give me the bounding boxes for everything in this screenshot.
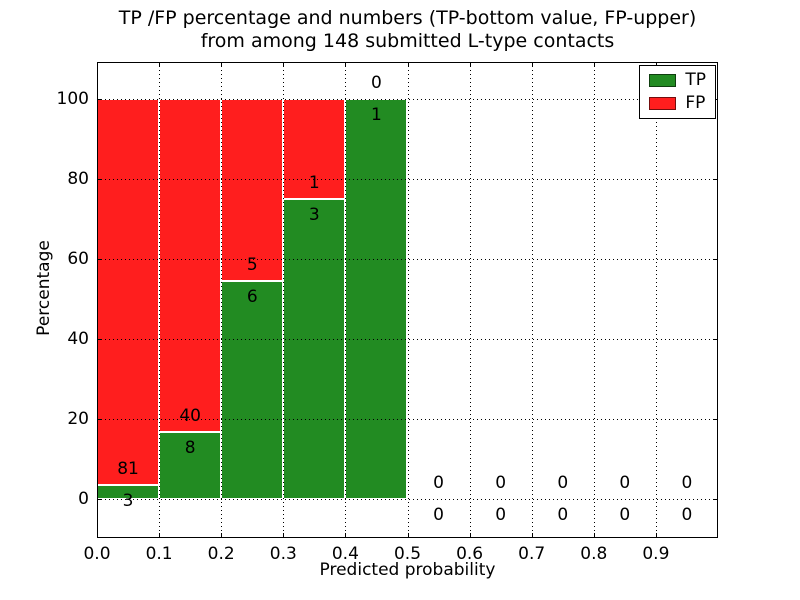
annotation-fp-count: 0 [619,473,631,493]
legend-item-fp: FP [649,95,706,112]
x-tick-label: 0.4 [331,544,359,564]
x-tick-label: 0.7 [518,544,546,564]
grid-line-vertical [531,62,533,538]
annotation-fp-count: 0 [495,473,507,493]
grid-line-vertical [593,62,595,538]
y-tick-mark [97,419,102,420]
y-tick-label: 100 [56,89,89,109]
bar-segment-tp [345,99,408,499]
annotation-tp-count: 3 [122,490,134,511]
x-tick-mark [407,533,409,538]
x-tick-mark-top [159,62,161,67]
legend-item-tp: TP [649,72,706,89]
bar-segment-fp [159,99,222,433]
grid-line-vertical [407,62,409,538]
x-tick-mark-top [469,62,471,67]
grid-line-vertical [159,62,161,538]
y-tick-label: 80 [67,169,89,189]
x-tick-mark [159,533,161,538]
chart-title-line2: from among 148 submitted L-type contacts [200,30,615,52]
legend: TP FP [639,65,716,119]
y-tick-label: 60 [67,249,89,269]
annotation-fp-count: 0 [371,73,382,93]
x-tick-mark [655,533,657,538]
x-tick-mark [283,533,285,538]
y-tick-mark [97,259,102,260]
annotation-tp-count: 0 [681,505,693,525]
y-tick-label: 40 [67,329,89,349]
x-tick-mark [97,533,98,538]
y-tick-mark-right [713,419,718,420]
x-tick-mark-top [97,62,98,67]
y-tick-label: 0 [78,489,89,509]
grid-line-vertical [283,62,285,538]
bar-segment-tp [283,199,346,499]
y-tick-mark [97,499,102,500]
legend-swatch-fp [649,97,677,110]
x-tick-mark [593,533,595,538]
grid-line-vertical [221,62,223,538]
x-tick-mark [345,533,347,538]
x-tick-mark-top [531,62,533,67]
x-tick-mark-top [655,62,657,67]
y-tick-label: 20 [67,409,89,429]
annotation-fp-count: 81 [117,458,139,479]
y-tick-mark [97,339,102,340]
legend-label-fp: FP [685,93,706,113]
x-axis-label: Predicted probability [319,560,496,580]
annotation-fp-count: 5 [246,254,258,275]
bar-segment-tp [221,280,284,499]
x-tick-mark [221,533,223,538]
x-tick-mark-top [283,62,285,67]
annotation-tp-count: 3 [308,205,320,225]
legend-label-tp: TP [685,70,706,90]
y-tick-mark-right [713,259,718,260]
x-tick-mark-top [407,62,409,67]
annotation-fp-count: 0 [433,473,444,493]
annotation-fp-count: 40 [179,406,201,427]
annotation-tp-count: 0 [557,505,569,525]
annotation-fp-count: 0 [681,473,693,493]
y-tick-mark [97,99,102,100]
annotation-fp-count: 0 [557,473,569,493]
x-tick-mark-top [221,62,223,67]
bar-segment-fp [221,99,284,281]
annotation-fp-count: 1 [308,173,320,193]
annotation-tp-count: 0 [495,505,507,525]
x-tick-label: 0.8 [580,544,608,564]
annotation-tp-count: 1 [371,105,382,125]
plot-area: TP FP 81 3 40 8 5 6 1 3 0 1 0 0 0 0 0 0 0 0 0 0 0.0 0.1 0.2 0.3 0… [57,62,718,564]
x-tick-mark-top [593,62,595,67]
x-tick-mark [531,533,533,538]
annotation-tp-count: 0 [619,505,631,525]
y-tick-mark-right [713,499,718,500]
annotation-tp-count: 8 [184,438,196,459]
x-tick-label: 0.5 [393,544,422,564]
chart-title-line1: TP /FP percentage and numbers (TP-bottom… [118,7,697,29]
x-tick-label: 0.2 [207,544,235,564]
grid-line-vertical [469,62,471,538]
x-tick-label: 0.1 [145,544,173,564]
x-tick-label: 0.6 [456,544,484,564]
x-tick-label: 0.0 [83,544,111,564]
y-tick-mark [97,179,102,180]
grid-line-vertical [345,62,347,538]
x-tick-label: 0.3 [269,544,297,564]
chart-title: TP /FP percentage and numbers (TP-bottom… [97,7,718,53]
annotation-tp-count: 6 [246,286,258,307]
grid-line-vertical [655,62,657,538]
x-tick-mark [469,533,471,538]
annotation-tp-count: 0 [433,505,444,525]
x-tick-mark-top [345,62,347,67]
bar-segment-fp [97,99,160,485]
y-tick-mark-right [713,179,718,180]
legend-swatch-tp [649,74,677,87]
x-tick-label: 0.9 [642,544,670,564]
y-tick-mark-right [713,339,718,340]
